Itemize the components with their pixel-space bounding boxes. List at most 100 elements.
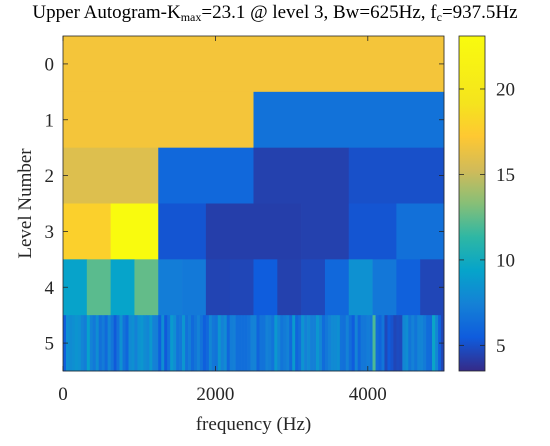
- heatmap-cell-level-5-band-8: [86, 315, 91, 372]
- heatmap-cell-level-5-band-110: [390, 315, 394, 372]
- heatmap-cell-level-5-band-119: [417, 315, 421, 372]
- heatmap-cell-level-5-band-78: [295, 315, 299, 372]
- heatmap-cell-level-5-band-18: [116, 315, 120, 372]
- heatmap-cell-level-5-band-121: [423, 315, 427, 372]
- heatmap-cell-level-5-band-41: [185, 315, 189, 372]
- heatmap-cell-level-3-band-1: [110, 203, 159, 260]
- heatmap-cell-level-4-band-12: [348, 259, 373, 316]
- heatmap-cell-level-5-band-103: [369, 315, 373, 372]
- heatmap-cell-level-5-band-6: [80, 315, 85, 372]
- heatmap-cell-level-5-band-5: [77, 315, 82, 372]
- y-tick-label: 2: [45, 166, 55, 187]
- heatmap-cell-level-5-band-46: [199, 315, 204, 372]
- heatmap-cell-level-5-band-42: [188, 315, 192, 372]
- heatmap-cell-level-5-band-66: [259, 315, 263, 372]
- heatmap-cell-level-5-band-58: [235, 315, 239, 372]
- heatmap-cell-level-5-band-59: [238, 315, 242, 372]
- heatmap-cell-level-5-band-9: [89, 315, 94, 372]
- colorbar: [459, 36, 485, 371]
- heatmap-cell-level-5-band-85: [316, 315, 320, 372]
- heatmap-cell-level-5-band-83: [310, 315, 314, 372]
- heatmap-cell-level-5-band-74: [283, 315, 287, 372]
- heatmap-cell-level-5-band-115: [405, 315, 409, 372]
- heatmap-cell-level-5-band-105: [375, 315, 379, 372]
- heatmap-cells: [63, 36, 445, 372]
- heatmap-cell-level-4-band-11: [324, 259, 350, 316]
- heatmap-cell-level-5-band-45: [196, 315, 201, 372]
- heatmap-cell-level-5-band-60: [241, 315, 245, 372]
- heatmap-cell-level-5-band-17: [113, 315, 117, 372]
- heatmap-cell-level-4-band-7: [229, 259, 254, 316]
- heatmap-cell-level-5-band-14: [104, 315, 108, 372]
- heatmap-cell-level-3-band-7: [396, 203, 445, 260]
- heatmap-cell-level-5-band-120: [420, 315, 424, 372]
- heatmap-cell-level-1-band-1: [253, 91, 445, 149]
- heatmap-cell-level-5-band-63: [250, 315, 254, 372]
- heatmap-cell-level-5-band-124: [432, 315, 436, 372]
- y-axis: 0 1 2 3 4 5: [45, 54, 444, 355]
- heatmap-cell-level-5-band-111: [393, 315, 397, 372]
- heatmap-cell-level-5-band-108: [384, 315, 388, 372]
- heatmap-cell-level-5-band-26: [140, 315, 144, 372]
- heatmap-cell-level-5-band-118: [414, 315, 418, 372]
- heatmap-cell-level-5-band-31: [155, 315, 159, 372]
- heatmap-cell-level-5-band-40: [182, 315, 186, 372]
- heatmap-cell-level-5-band-71: [274, 315, 278, 372]
- heatmap-cell-level-5-band-35: [167, 315, 171, 372]
- heatmap-cell-level-5-band-19: [119, 315, 123, 372]
- heatmap-cell-level-4-band-3: [134, 259, 159, 316]
- x-tick-label: 2000: [196, 384, 234, 405]
- heatmap-cell-level-5-band-97: [351, 315, 356, 372]
- heatmap-cell-level-5-band-65: [256, 315, 260, 372]
- heatmap-cell-level-5-band-21: [125, 315, 129, 372]
- heatmap-cell-level-4-band-14: [396, 259, 421, 316]
- heatmap-cell-level-5-band-49: [208, 315, 213, 372]
- heatmap-cell-level-5-band-96: [348, 315, 353, 372]
- heatmap-cell-level-5-band-25: [137, 315, 141, 372]
- heatmap-cell-level-5-band-36: [170, 315, 174, 372]
- heatmap-cell-level-5-band-62: [247, 315, 251, 372]
- heatmap-cell-level-5-band-104: [372, 315, 376, 372]
- x-axis: 0 2000 4000: [58, 36, 387, 405]
- heatmap-cell-level-5-band-98: [354, 315, 359, 372]
- y-tick-label: 5: [45, 334, 55, 355]
- heatmap-cell-level-5-band-55: [226, 315, 231, 372]
- heatmap-cell-level-5-band-34: [164, 315, 168, 372]
- heatmap-cell-level-5-band-11: [95, 315, 100, 372]
- heatmap-cell-level-5-band-12: [98, 315, 103, 372]
- heatmap-cell-level-3-band-0: [63, 203, 111, 260]
- heatmap-cell-level-4-band-10: [301, 259, 326, 316]
- heatmap-cell-level-5-band-16: [110, 315, 114, 372]
- heatmap-cell-level-5-band-89: [327, 315, 332, 372]
- heatmap-cell-level-1-band-0: [63, 91, 254, 149]
- heatmap-cell-level-5-band-90: [330, 315, 335, 372]
- colorbar-frame: [458, 35, 486, 372]
- heatmap-cell-level-2-band-1: [158, 147, 254, 204]
- heatmap-cell-level-5-band-106: [378, 315, 382, 372]
- heatmap-cell-level-5-band-73: [280, 315, 284, 372]
- heatmap-cell-level-5-band-93: [339, 315, 344, 372]
- heatmap-cell-level-5-band-53: [220, 315, 225, 372]
- y-tick-label: 0: [45, 54, 55, 75]
- x-axis-label: frequency (Hz): [196, 414, 312, 435]
- heatmap-cell-level-5-band-3: [71, 315, 76, 372]
- y-axis-label: Level Number: [15, 148, 36, 259]
- x-tick-label: 4000: [349, 384, 387, 405]
- heatmap-cell-level-5-band-33: [161, 315, 165, 372]
- heatmap-cell-level-5-band-113: [399, 315, 403, 372]
- heatmap-cell-level-2-band-3: [348, 147, 445, 204]
- plot-frame: [62, 35, 445, 372]
- heatmap-cell-level-5-band-107: [381, 315, 385, 372]
- heatmap-cell-level-5-band-51: [214, 315, 219, 372]
- y-tick-label: 3: [45, 222, 55, 243]
- heatmap-cell-level-5-band-47: [202, 315, 207, 372]
- heatmap-cell-level-5-band-28: [146, 315, 150, 372]
- heatmap-cell-level-5-band-30: [152, 315, 156, 372]
- heatmap-cell-level-5-band-72: [277, 315, 281, 372]
- heatmap-cell-level-5-band-84: [313, 315, 317, 372]
- heatmap-cell-level-5-band-69: [268, 315, 272, 372]
- heatmap-cell-level-5-band-57: [232, 315, 236, 372]
- heatmap-cell-level-5-band-29: [149, 315, 153, 372]
- heatmap-cell-level-5-band-20: [122, 315, 126, 372]
